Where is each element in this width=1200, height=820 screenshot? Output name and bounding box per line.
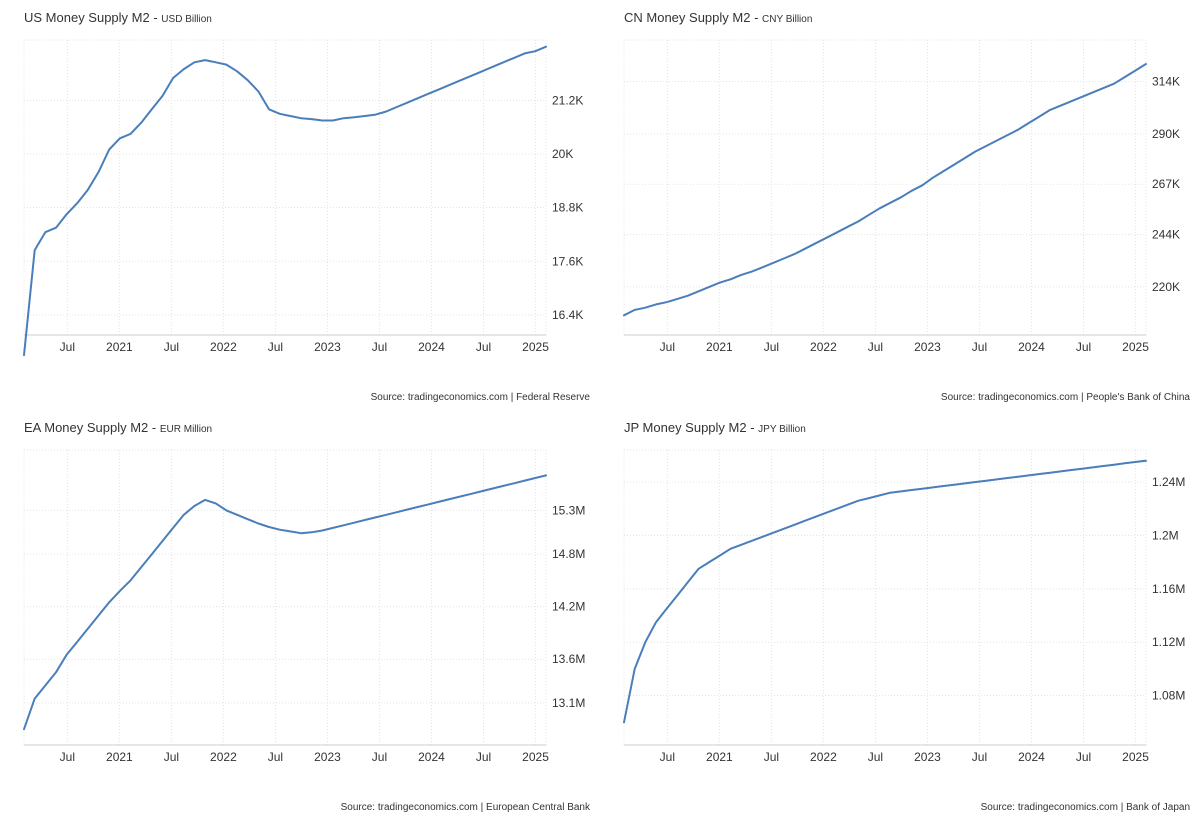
y-tick-label: 1.12M: [1152, 635, 1185, 649]
series-line: [623, 63, 1147, 317]
x-tick-label: Jul: [268, 340, 283, 354]
chart-panel-cn: CN Money Supply M2 - CNY Billion Jul 2021…: [600, 0, 1200, 410]
chart-title: US Money Supply M2 - USD Billion: [24, 10, 212, 25]
x-tick-label: 2021: [706, 340, 733, 354]
x-tick-label: Jul: [1076, 340, 1091, 354]
chart-title: CN Money Supply M2 - CNY Billion: [624, 10, 813, 25]
y-tick-label: 1.08M: [1152, 689, 1185, 703]
y-tick-label: 1.16M: [1152, 582, 1185, 596]
x-tick-label: Jul: [764, 340, 779, 354]
x-tick-label: Jul: [764, 750, 779, 764]
x-tick-label: 2024: [418, 340, 445, 354]
chart-unit-label: CNY Billion: [762, 14, 813, 25]
y-tick-label: 14.2M: [552, 600, 585, 614]
x-tick-label: 2025: [1122, 340, 1149, 354]
x-tick-label: Jul: [660, 750, 675, 764]
chart-title: EA Money Supply M2 - EUR Million: [24, 420, 213, 435]
y-tick-label: 13.1M: [552, 696, 585, 710]
x-tick-label: Jul: [476, 750, 491, 764]
y-tick-label: 17.6K: [552, 254, 583, 268]
x-tick-label: Jul: [268, 750, 283, 764]
chart-source: Source: tradingeconomics.com | People's …: [940, 392, 1190, 403]
x-tick-label: Jul: [60, 340, 75, 354]
x-tick-label: 2024: [1018, 340, 1045, 354]
x-tick-label: Jul: [164, 750, 179, 764]
x-tick-label: 2024: [418, 750, 445, 764]
x-tick-label: 2024: [1018, 750, 1045, 764]
chart-unit-label: EUR Million: [159, 424, 213, 435]
series-line: [23, 474, 547, 731]
chart-unit-label: USD Billion: [161, 14, 212, 25]
line-chart-ea: Jul 2021 Jul 2022 Jul 2023 Jul 2024 Jul 2025 13.1M…: [23, 449, 585, 764]
x-tick-label: 2025: [1122, 750, 1149, 764]
x-tick-label: Jul: [164, 340, 179, 354]
series-line: [23, 45, 547, 357]
x-tick-label: 2023: [314, 750, 341, 764]
line-chart-cn: Jul 2021 Jul 2022 Jul 2023 Jul 2024 Jul 2025 220K 2…: [623, 39, 1180, 354]
x-tick-label: 2023: [914, 750, 941, 764]
y-tick-label: 267K: [1152, 177, 1180, 191]
x-tick-label: Jul: [972, 340, 987, 354]
x-tick-label: 2021: [706, 750, 733, 764]
line-chart-us: Jul 2021 Jul 2022 Jul 2023 Jul 2024 Jul 2025 16.4K…: [23, 39, 583, 357]
x-tick-label: 2022: [210, 750, 237, 764]
series-line: [623, 459, 1147, 724]
x-tick-label: 2023: [314, 340, 341, 354]
y-tick-label: 290K: [1152, 127, 1180, 141]
x-tick-label: 2023: [914, 340, 941, 354]
y-tick-label: 244K: [1152, 227, 1180, 241]
y-tick-label: 16.4K: [552, 308, 583, 322]
x-tick-label: 2022: [210, 340, 237, 354]
x-tick-label: Jul: [476, 340, 491, 354]
x-tick-label: Jul: [1076, 750, 1091, 764]
x-tick-label: Jul: [372, 340, 387, 354]
x-tick-label: Jul: [60, 750, 75, 764]
x-tick-label: Jul: [972, 750, 987, 764]
x-tick-label: Jul: [372, 750, 387, 764]
chart-title: JP Money Supply M2 - JPY Billion: [624, 420, 806, 435]
chart-unit-label: JPY Billion: [758, 424, 806, 435]
y-tick-label: 21.2K: [552, 93, 583, 107]
y-tick-label: 314K: [1152, 75, 1180, 89]
x-tick-label: 2021: [106, 340, 133, 354]
x-tick-label: 2025: [522, 750, 549, 764]
line-chart-jp: Jul 2021 Jul 2022 Jul 2023 Jul 2024 Jul 2025 1.08M…: [623, 449, 1185, 764]
x-tick-label: 2022: [810, 750, 837, 764]
x-tick-label: Jul: [868, 750, 883, 764]
chart-panel-jp: JP Money Supply M2 - JPY Billion Jul 2021…: [600, 410, 1200, 820]
y-tick-label: 1.24M: [1152, 475, 1185, 489]
y-tick-label: 13.6M: [552, 652, 585, 666]
chart-source: Source: tradingeconomics.com | Federal R…: [370, 392, 590, 403]
chart-source: Source: tradingeconomics.com | Bank of J…: [980, 802, 1190, 813]
x-tick-label: 2021: [106, 750, 133, 764]
y-tick-label: 20K: [552, 147, 573, 161]
x-tick-label: Jul: [868, 340, 883, 354]
y-tick-label: 220K: [1152, 280, 1180, 294]
x-tick-label: 2022: [810, 340, 837, 354]
y-tick-label: 14.8M: [552, 547, 585, 561]
chart-panel-ea: EA Money Supply M2 - EUR Million Jul 2021…: [0, 410, 600, 820]
chart-source: Source: tradingeconomics.com | European …: [340, 802, 590, 813]
x-tick-label: Jul: [660, 340, 675, 354]
y-tick-label: 1.2M: [1152, 528, 1179, 542]
x-tick-label: 2025: [522, 340, 549, 354]
y-tick-label: 18.8K: [552, 201, 583, 215]
chart-panel-us: US Money Supply M2 - USD Billion Jul 2021…: [0, 0, 600, 410]
y-tick-label: 15.3M: [552, 503, 585, 517]
